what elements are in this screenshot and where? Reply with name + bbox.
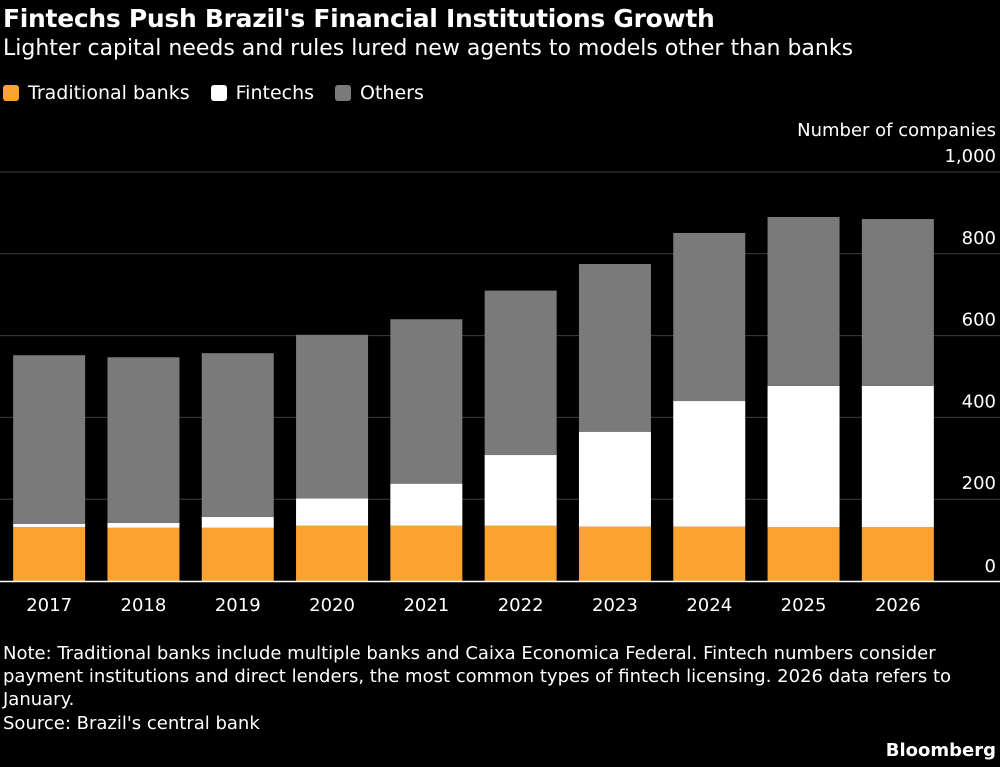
bar-traditional-banks <box>861 527 934 581</box>
x-tick-label: 2023 <box>592 595 638 616</box>
bar-traditional-banks <box>767 527 840 581</box>
legend-swatch-traditional-banks <box>3 85 19 101</box>
bar-traditional-banks <box>578 526 651 581</box>
chart-title: Fintechs Push Brazil's Financial Institu… <box>3 4 715 33</box>
x-tick-label: 2018 <box>121 595 167 616</box>
bar-fintechs <box>767 385 840 528</box>
y-tick-label: 200 <box>962 473 996 494</box>
bar-fintechs <box>390 483 463 526</box>
chart-note: Note: Traditional banks include multiple… <box>3 643 952 710</box>
bar-traditional-banks <box>201 527 274 581</box>
bar-others <box>673 232 746 402</box>
stacked-bar-chart: 0 200 400 600 800 1,000 2017 2018 2019 2020 2021 20… <box>0 146 1000 616</box>
legend-item-others: Others <box>335 82 424 104</box>
chart-source: Source: Brazil's central bank <box>3 713 260 734</box>
bar-fintechs <box>201 516 274 528</box>
bar-fintechs <box>484 455 557 526</box>
x-tick-label: 2022 <box>498 595 544 616</box>
x-tick-label: 2026 <box>875 595 921 616</box>
legend-item-traditional-banks: Traditional banks <box>3 82 190 104</box>
bar-others <box>578 264 651 432</box>
bar-others <box>201 353 274 517</box>
x-tick-label: 2024 <box>686 595 732 616</box>
bar-others <box>107 357 180 523</box>
bar-others <box>767 216 840 386</box>
chart-subtitle: Lighter capital needs and rules lured ne… <box>3 36 854 61</box>
legend-swatch-fintechs <box>210 85 227 101</box>
bar-traditional-banks <box>484 525 557 581</box>
bar-traditional-banks <box>390 525 463 581</box>
x-tick-label: 2017 <box>26 595 72 616</box>
x-tick-label: 2019 <box>215 595 261 616</box>
y-tick-label: 0 <box>985 556 996 577</box>
legend-item-fintechs: Fintechs <box>210 82 315 104</box>
legend-swatch-others <box>335 85 352 101</box>
legend: Traditional banks Fintechs Others <box>3 82 445 104</box>
y-tick-label: 600 <box>962 310 996 331</box>
bar-fintechs <box>861 385 934 528</box>
bar-traditional-banks <box>296 525 369 581</box>
y-axis-unit-label: Number of companies <box>797 120 996 141</box>
bar-fintechs <box>673 401 746 527</box>
bar-traditional-banks <box>13 527 86 581</box>
bar-others <box>296 334 369 499</box>
bar-others <box>390 319 463 484</box>
y-tick-label: 400 <box>962 391 996 412</box>
bar-others <box>484 290 557 456</box>
bar-others <box>13 355 86 524</box>
bar-traditional-banks <box>673 526 746 581</box>
legend-label-others: Others <box>360 82 424 104</box>
bar-fintechs <box>578 431 651 527</box>
legend-label-traditional-banks: Traditional banks <box>28 82 190 104</box>
bar-fintechs <box>13 523 86 528</box>
legend-label-fintechs: Fintechs <box>235 82 315 104</box>
x-tick-label: 2025 <box>781 595 827 616</box>
x-tick-label: 2021 <box>403 595 449 616</box>
y-tick-label: 1,000 <box>944 146 996 167</box>
bar-fintechs <box>107 522 180 528</box>
bar-fintechs <box>296 498 369 526</box>
x-tick-label: 2020 <box>309 595 355 616</box>
y-tick-label: 800 <box>962 228 996 249</box>
bar-traditional-banks <box>107 527 180 581</box>
bloomberg-logo: Bloomberg <box>885 740 996 761</box>
bar-others <box>861 219 934 386</box>
